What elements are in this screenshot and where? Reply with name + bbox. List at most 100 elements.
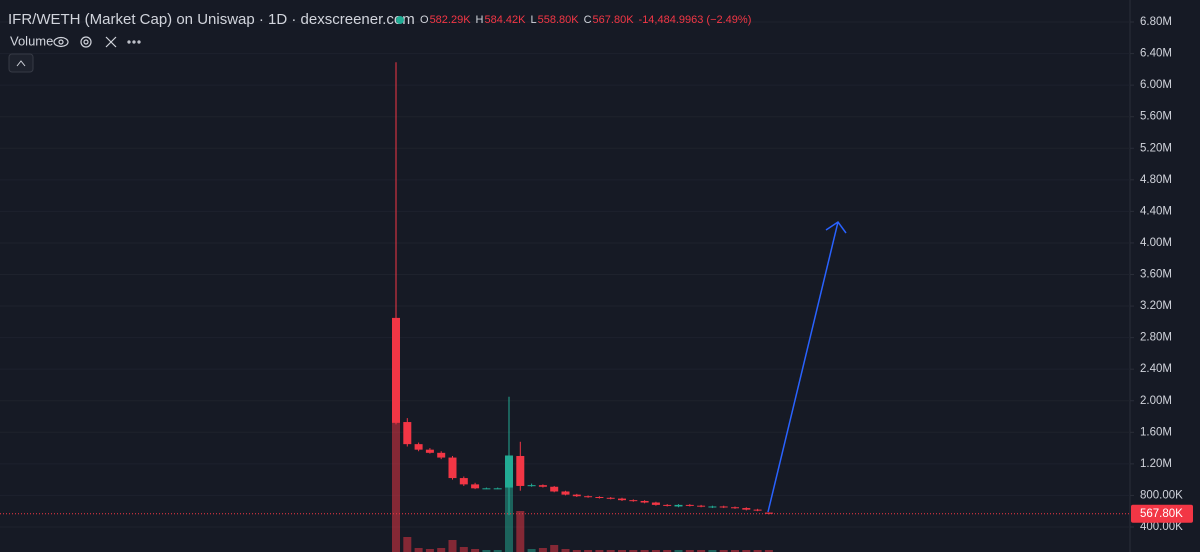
volume-bar [572,550,581,552]
volume-bar [719,550,728,552]
candle-body [505,455,513,488]
volume-bar [629,550,638,552]
y-tick-label: 6.40M [1140,48,1172,60]
candle-body [708,506,717,508]
candle-body [651,502,660,505]
volume-bar [731,550,739,552]
volume-bar [663,550,672,552]
candle-body [538,485,547,487]
candle-body [606,497,615,499]
candle-body [482,488,491,490]
y-tick-label: 5.20M [1140,142,1172,154]
volume-bar [493,550,502,552]
y-tick-label: 4.40M [1140,205,1172,217]
candle-body [663,504,672,506]
plot: 567.80K [0,62,1193,552]
candle-body [403,422,412,445]
volume-bar [685,550,694,552]
candle-body [561,491,570,495]
candle-body [584,496,593,498]
ohlc-letter: O [420,14,429,26]
y-tick-label: 800.00K [1140,489,1183,501]
y-tick-label: 6.00M [1140,79,1172,91]
close-icon[interactable] [105,36,117,48]
y-tick-label: 1.20M [1140,458,1172,470]
ohlc-letter: L [530,14,536,26]
ohlc-value: 584.42K [485,14,527,26]
eye-icon[interactable] [53,36,69,48]
volume-bar [471,549,480,552]
candle-body [629,500,638,502]
volume-bar [742,550,751,552]
volume-bar [527,549,536,552]
volume-bar [753,550,762,552]
volume-bar [516,511,525,552]
ohlc-legend: O 582.29K H 584.42K L 558.80K C 567.80K -14,484.… [420,14,751,26]
candle-body [674,504,683,507]
ohlc-change: -14,484.9963 (−2.49%) [639,14,752,26]
collapse-icon [16,60,26,67]
candle-body [516,455,525,486]
candle-body [764,512,773,514]
volume-bar [618,550,626,552]
volume-icons[interactable] [53,36,141,48]
volume-bar [459,547,468,552]
last-price-label: 567.80K [1140,508,1183,520]
y-tick-label: 3.60M [1140,269,1172,281]
candle-body [392,317,400,423]
candle-body [459,478,468,485]
candle-body [493,488,502,490]
y-tick-label: 6.80M [1140,16,1172,28]
collapse-button[interactable] [8,53,34,73]
ohlc-letter: H [476,14,484,26]
y-tick-label: 2.80M [1140,332,1172,344]
y-tick-label: 2.00M [1140,395,1172,407]
candle-body [572,494,581,497]
candle-body [719,506,728,508]
ohlc-value: 567.80K [593,14,635,26]
more-dot[interactable] [132,40,136,44]
candle-body [437,452,446,458]
chart-title: IFR/WETH (Market Cap) on Uniswap · 1D · … [8,11,415,28]
volume-bar [606,550,615,552]
volume-bar [584,550,593,552]
gear-center [83,39,89,45]
last-price-box [1131,504,1193,523]
volume-bar [414,548,423,552]
y-tick-label: 5.60M [1140,111,1172,123]
more-dot[interactable] [137,40,141,44]
candle-body [595,497,604,499]
volume-bar [697,550,706,552]
ohlc-value: 582.29K [430,14,472,26]
ohlc-letter: C [584,14,592,26]
candle-body [425,449,434,453]
y-tick-label: 3.20M [1140,300,1172,312]
volume-bar [561,549,570,552]
volume-bar [403,537,412,552]
ohlc-value: 558.80K [538,14,580,26]
volume-bar [448,540,457,552]
eye-pupil [58,39,64,45]
volume-bar [764,550,773,552]
candle-body [697,505,706,507]
volume-label: Volume [10,33,53,48]
volume-bar [595,550,604,552]
volume-bar [425,549,434,552]
y-tick-label: 4.00M [1140,237,1172,249]
y-tick-label: 2.40M [1140,363,1172,375]
volume-bar [538,548,547,552]
volume-bar [674,550,683,552]
y-tick-label: 1.60M [1140,426,1172,438]
candle-body [414,444,423,450]
y-tick-label: 4.80M [1140,174,1172,186]
gear-icon[interactable] [80,36,92,48]
volume-bar [651,550,660,552]
candle-body [742,508,751,510]
volume-bar [708,550,717,552]
more-dot[interactable] [127,40,131,44]
candle-body [753,509,762,511]
candle-body [731,507,739,509]
candle-body [448,457,457,479]
candle-body [550,486,559,492]
